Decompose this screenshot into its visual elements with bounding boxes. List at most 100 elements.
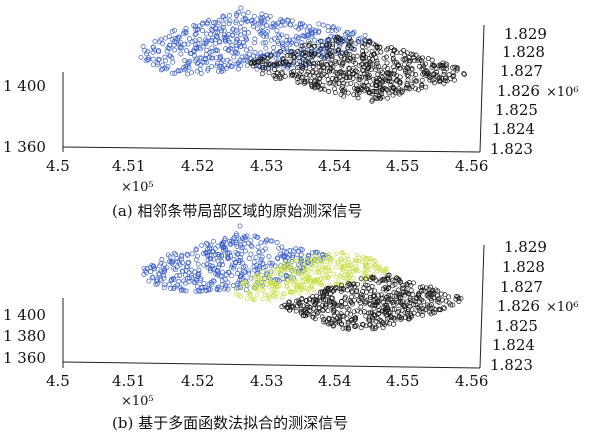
data-point [378,49,384,55]
data-point [342,264,347,269]
data-point [279,272,284,277]
data-point [270,21,276,26]
data-point [228,45,234,51]
data-point [181,278,187,284]
data-point [297,59,303,65]
data-point [385,267,390,272]
data-point [400,56,406,62]
data-point [334,60,339,66]
data-point [172,284,178,290]
data-point [413,78,419,84]
data-point [279,19,285,25]
data-point [375,303,381,309]
data-point [310,70,316,76]
data-point [261,54,267,60]
data-point [237,254,243,260]
data-point [255,288,261,293]
data-point [397,65,403,71]
data-point [366,56,372,61]
data-point [390,92,396,98]
data-point [391,47,397,53]
data-point [315,249,321,255]
data-point [307,275,313,281]
data-point [348,273,353,278]
data-point [216,17,222,23]
data-point [431,71,437,77]
data-point [268,52,274,58]
data-point [275,39,281,44]
data-point [415,87,421,93]
data-point [386,280,392,286]
data-point [231,256,237,262]
data-point [306,43,312,48]
data-point [430,292,436,298]
data-point [341,93,347,99]
data-point [162,58,168,64]
data-point [297,284,302,289]
data-point [373,64,379,70]
data-point [383,54,389,60]
data-point [443,61,449,67]
data-point [281,248,287,254]
data-point [184,48,189,54]
data-point [322,304,328,310]
data-point [362,71,367,77]
data-point [230,27,236,33]
data-point [436,76,442,81]
data-point [352,258,357,263]
data-point [427,309,433,315]
data-point [396,308,402,314]
data-point [209,37,215,43]
data-point [436,306,442,312]
data-point [406,316,412,322]
data-point [207,243,213,249]
data-point [437,78,443,84]
data-point [146,278,152,284]
data-point [256,250,262,256]
data-point [295,79,301,85]
data-point [394,72,400,78]
data-point [235,9,241,15]
data-point [331,308,337,313]
data-point [260,296,265,301]
data-point [169,29,175,35]
data-point [345,320,351,326]
chart-a-y-tick: 1.828 [502,43,545,61]
data-point [324,73,329,79]
data-point [362,32,368,38]
data-point [216,287,222,293]
data-point [222,277,228,282]
data-point [370,275,376,281]
chart-b-points-black [279,272,464,332]
data-point [204,31,210,37]
data-point [337,75,343,81]
data-point [384,86,390,92]
data-point [227,59,233,65]
chart-a-y-axis [479,24,485,153]
data-point [141,272,147,277]
data-point [349,294,355,300]
data-point [427,77,433,83]
data-point [233,20,239,26]
data-point [388,44,394,50]
data-point [231,235,237,241]
data-point [363,274,369,279]
data-point [368,256,374,262]
data-point [186,36,192,42]
data-point [209,49,215,55]
data-point [195,27,201,33]
data-point [359,74,365,80]
data-point [386,70,392,76]
data-point [349,266,355,272]
data-point [321,71,327,77]
data-point [274,71,280,77]
data-point [282,254,288,260]
data-point [258,50,264,56]
chart-b-points-green [234,250,390,303]
data-point [164,66,170,72]
data-point [214,48,220,54]
data-point [350,54,356,60]
data-point [233,249,239,255]
data-point [316,304,322,310]
data-point [174,39,179,45]
